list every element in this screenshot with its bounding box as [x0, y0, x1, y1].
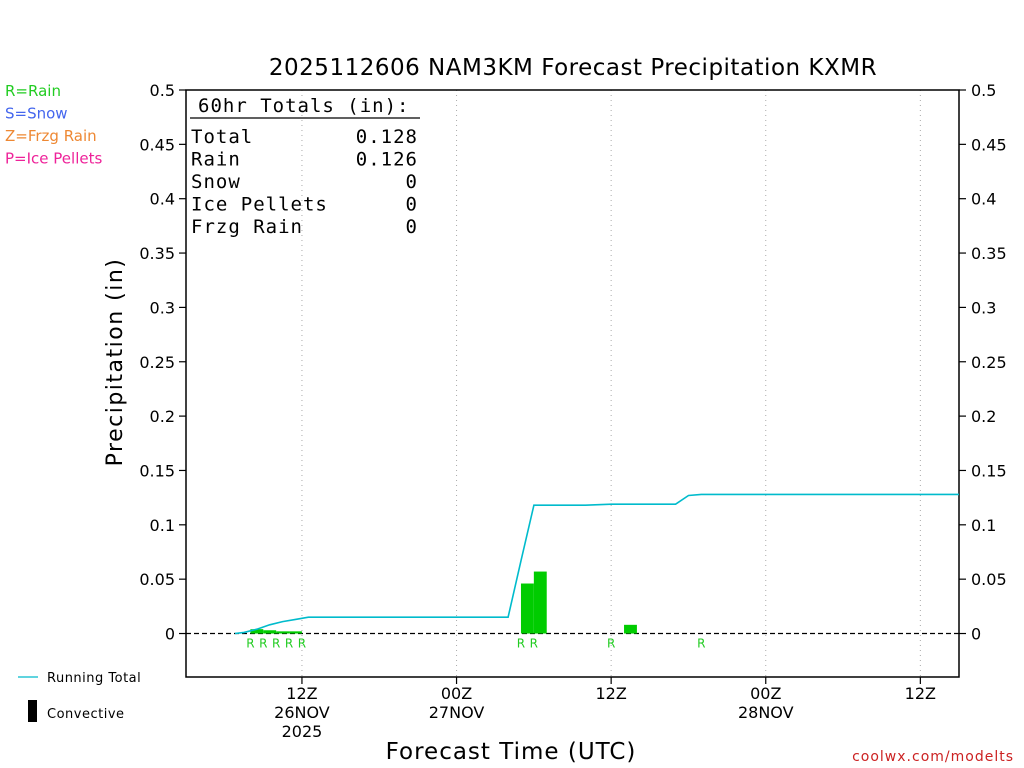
totals-row-label: Total: [191, 126, 253, 148]
plot-area: 0 00.05 0.050.1 0.10.15 0.150.2 0.20.25 0.250.…: [139, 81, 1006, 741]
y-tick-label-left: 0.05: [139, 570, 175, 589]
precip-type-mark: R: [517, 637, 525, 651]
totals-row-value: 0.128: [356, 126, 418, 148]
totals-header: 60hr Totals (in):: [198, 95, 409, 117]
x-tick-label: 26NOV: [274, 703, 330, 722]
precip-type-mark: R: [607, 637, 615, 651]
y-tick-label-left: 0.1: [150, 516, 175, 535]
totals-row-label: Rain: [191, 149, 241, 171]
x-tick-label: 00Z: [441, 684, 472, 703]
precip-bar: [520, 583, 534, 634]
x-tick-label: 27NOV: [429, 703, 485, 722]
precip-type-mark: R: [259, 637, 267, 651]
totals-row-value: 0: [406, 171, 418, 193]
type-legend-entry: S=Snow: [5, 105, 68, 123]
plot-frame: [185, 89, 960, 678]
precip-type-mark: R: [272, 637, 280, 651]
precip-bar: [263, 630, 277, 634]
totals-row-label: Snow: [191, 171, 241, 193]
running-total-line: [234, 493, 959, 635]
x-tick-label: 2025: [282, 722, 323, 741]
x-tick-label: 12Z: [905, 684, 936, 703]
totals-row-label: Frzg Rain: [191, 216, 303, 238]
y-axis-label: Precipitation (in): [103, 258, 128, 467]
x-tick-label: 28NOV: [738, 703, 794, 722]
y-tick-label-left: 0.2: [150, 407, 175, 426]
y-tick-label-right: 0.2: [971, 407, 996, 426]
chart-title: 2025112606 NAM3KM Forecast Precipitation…: [269, 55, 877, 81]
y-tick-label-right: 0.35: [971, 244, 1007, 263]
x-axis-label: Forecast Time (UTC): [386, 739, 637, 765]
precip-bar: [624, 624, 637, 634]
y-tick-label-right: 0.1: [971, 516, 996, 535]
y-tick-label-left: 0.3: [150, 298, 175, 317]
y-tick-label-right: 0.3: [971, 298, 996, 317]
precip-bar: [276, 631, 290, 634]
precip-bar: [533, 571, 547, 634]
precip-bar: [250, 629, 264, 634]
y-tick-label-left: 0.35: [139, 244, 175, 263]
y-tick-label-right: 0.05: [971, 570, 1007, 589]
totals-row-value: 0.126: [356, 149, 418, 171]
y-tick-label-left: 0.5: [150, 81, 175, 100]
y-tick-label-right: 0.45: [971, 135, 1007, 154]
y-tick-label-left: 0.25: [139, 353, 175, 372]
type-legend-entry: Z=Frzg Rain: [5, 127, 97, 145]
precip-type-mark: R: [285, 637, 293, 651]
series-legend-label: Convective: [47, 707, 125, 722]
type-legend-entry: P=Ice Pellets: [5, 150, 102, 168]
y-tick-label-left: 0: [165, 625, 175, 644]
y-tick-label-left: 0.15: [139, 461, 175, 480]
series-legend-label: Running Total: [47, 671, 141, 686]
y-tick-label-right: 0.4: [971, 190, 996, 209]
y-tick-label-left: 0.45: [139, 135, 175, 154]
totals-row-value: 0: [406, 216, 418, 238]
precip-bar: [289, 631, 302, 634]
y-tick-label-right: 0.5: [971, 81, 996, 100]
type-legend-entry: R=Rain: [5, 82, 61, 100]
totals-row-label: Ice Pellets: [191, 194, 328, 216]
precip-type-mark: R: [246, 637, 254, 651]
x-tick-label: 00Z: [750, 684, 781, 703]
precip-type-mark: R: [530, 637, 538, 651]
x-tick-label: 12Z: [286, 684, 317, 703]
y-tick-label-right: 0.15: [971, 461, 1007, 480]
precip-type-mark: R: [697, 637, 705, 651]
series-legend: Running Total Convective: [18, 671, 141, 722]
y-tick-label-right: 0: [971, 625, 981, 644]
precip-type-legend: R=Rain S=Snow Z=Frzg Rain P=Ice Pellets: [5, 82, 102, 168]
convective-legend-swatch: [28, 700, 37, 722]
precip-type-mark: R: [298, 637, 306, 651]
x-tick-label: 12Z: [595, 684, 626, 703]
y-tick-label-left: 0.4: [150, 190, 175, 209]
credit-link[interactable]: coolwx.com/modelts: [852, 749, 1014, 765]
y-tick-label-right: 0.25: [971, 353, 1007, 372]
totals-row-value: 0: [406, 194, 418, 216]
